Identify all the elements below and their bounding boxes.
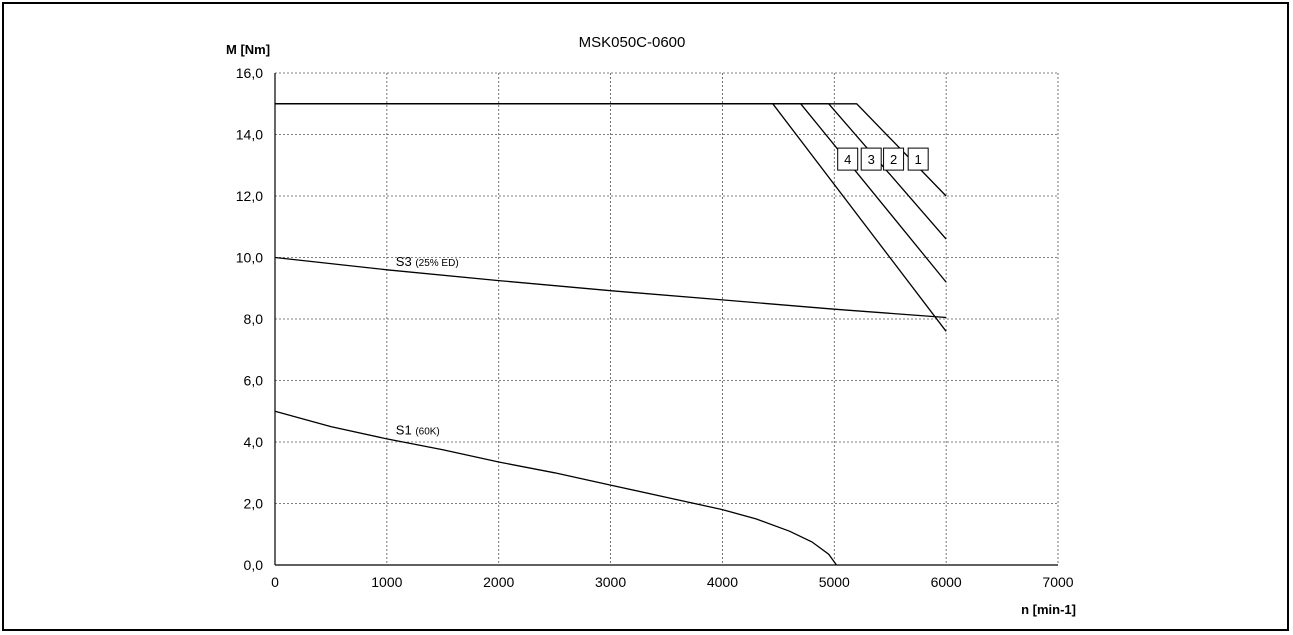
x-tick-label: 5000: [819, 574, 850, 590]
curve-label-s1: S1 (60K): [396, 422, 440, 437]
curve-s3: [274, 256, 947, 319]
x-tick-label: 3000: [595, 574, 626, 590]
y-tick-label: 2,0: [244, 496, 264, 512]
y-tick-label: 6,0: [244, 373, 264, 389]
curve-box-label-1: 1: [915, 152, 922, 167]
curve-box-3: [860, 147, 882, 171]
x-tick-labels: 0 1000 2000 3000 4000 5000 6000 7000: [271, 574, 1074, 590]
curve-box-2: [883, 147, 905, 171]
curve-s1: [274, 410, 838, 566]
x-tick-label: 1000: [371, 574, 402, 590]
curve-box-label-3: 3: [868, 152, 875, 167]
y-tick-label: 8,0: [244, 311, 264, 327]
curve-box-label-2: 2: [890, 152, 897, 167]
x-tick-label: 4000: [707, 574, 738, 590]
curve-box-1: [907, 147, 929, 171]
x-axis-label: n [min-1]: [1021, 602, 1076, 617]
y-tick-label: 0,0: [244, 557, 264, 573]
curve-label-note: (60K): [415, 426, 439, 437]
y-tick-label: 16,0: [236, 65, 263, 81]
y-tick-label: 10,0: [236, 250, 263, 266]
y-tick-label: 4,0: [244, 434, 264, 450]
curve-labels: S3 (25% ED) S1 (60K) 1 23 4: [396, 147, 929, 437]
x-tick-label: 2000: [483, 574, 514, 590]
grid: [275, 72, 1059, 565]
y-tick-label: 14,0: [236, 127, 263, 143]
curve-label-s3: S3 (25% ED): [396, 254, 459, 269]
curve-box-label-4: 4: [844, 152, 851, 167]
curve-4: [275, 103, 947, 332]
y-axis-label: M [Nm]: [226, 42, 270, 57]
y-tick-labels: 0,0 2,0 4,0 6,0 8,0 10,0 12,0 14,0 16,0: [236, 65, 263, 573]
curve-box-4: [837, 147, 859, 171]
x-tick-label: 0: [271, 574, 279, 590]
curve-label-note: (25% ED): [415, 258, 458, 269]
x-tick-label: 7000: [1042, 574, 1073, 590]
y-tick-label: 12,0: [236, 188, 263, 204]
chart-title: MSK050C-0600: [579, 34, 686, 51]
axes: [274, 73, 1058, 566]
x-tick-label: 6000: [931, 574, 962, 590]
